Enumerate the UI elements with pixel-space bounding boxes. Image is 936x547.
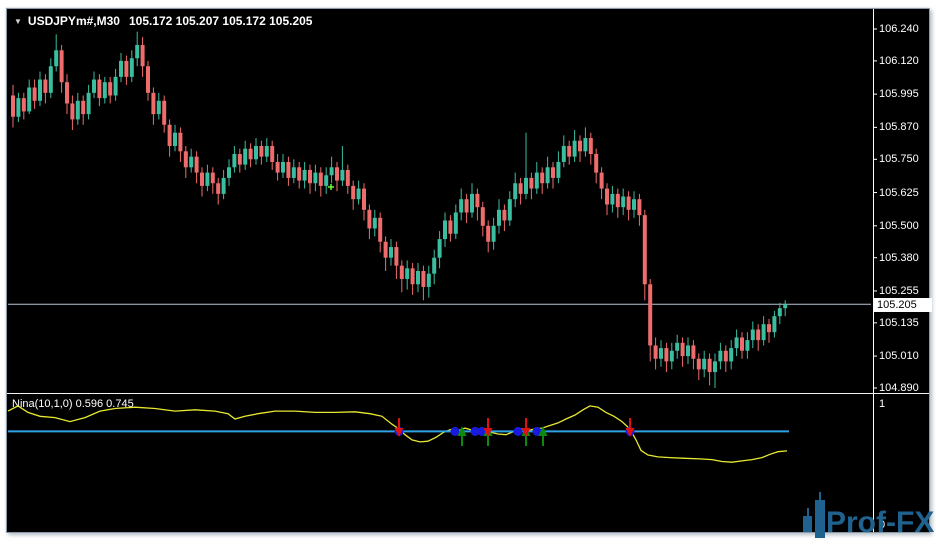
prof-fx-logo-text: Prof-FX (826, 506, 934, 539)
chart-title: ▼ USDJPYm#,M30 105.172 105.207 105.172 1… (14, 14, 312, 28)
panel-splitter[interactable] (7, 393, 929, 394)
price-scale-label: 105.870 (879, 121, 919, 134)
price-scale-label: 105.255 (879, 284, 919, 297)
price-scale-label: 105.625 (879, 186, 919, 199)
prof-fx-watermark: Prof-FX (798, 488, 936, 542)
current-price-value: 105.205 (877, 299, 917, 311)
price-scale-separator[interactable] (873, 9, 874, 532)
price-scale-label: 105.010 (879, 350, 919, 363)
symbol-dropdown-icon[interactable]: ▼ (14, 16, 22, 26)
logo-candlestick-icon (803, 492, 825, 538)
current-price-tag: 105.205 (874, 298, 932, 312)
price-scale-label: 104.890 (879, 382, 919, 394)
price-scale-label: 105.995 (879, 88, 919, 101)
chart-window[interactable]: ▼ USDJPYm#,M30 105.172 105.207 105.172 1… (6, 8, 932, 533)
price-scale-label: 106.120 (879, 54, 919, 67)
price-scale-label: 106.240 (879, 23, 919, 35)
price-scale-label: 105.380 (879, 251, 919, 264)
indicator-label: Nina(10,1,0) 0.596 0.745 (12, 398, 134, 410)
price-scale-label: 105.135 (879, 316, 919, 329)
price-scale-label: 105.500 (879, 219, 919, 232)
indicator-scale-min: 0 (879, 519, 886, 531)
indicator-scale-max: 1 (879, 398, 886, 410)
ohlc-values: 105.172 105.207 105.172 105.205 (128, 14, 313, 28)
prof-fx-logo-graphic: Prof-FX (803, 492, 934, 539)
indicator-subwindow-area[interactable] (9, 395, 873, 531)
symbol-period-label: USDJPYm#,M30 (27, 14, 120, 28)
price-scale-label: 105.750 (879, 153, 919, 166)
main-chart-area[interactable] (9, 11, 873, 393)
